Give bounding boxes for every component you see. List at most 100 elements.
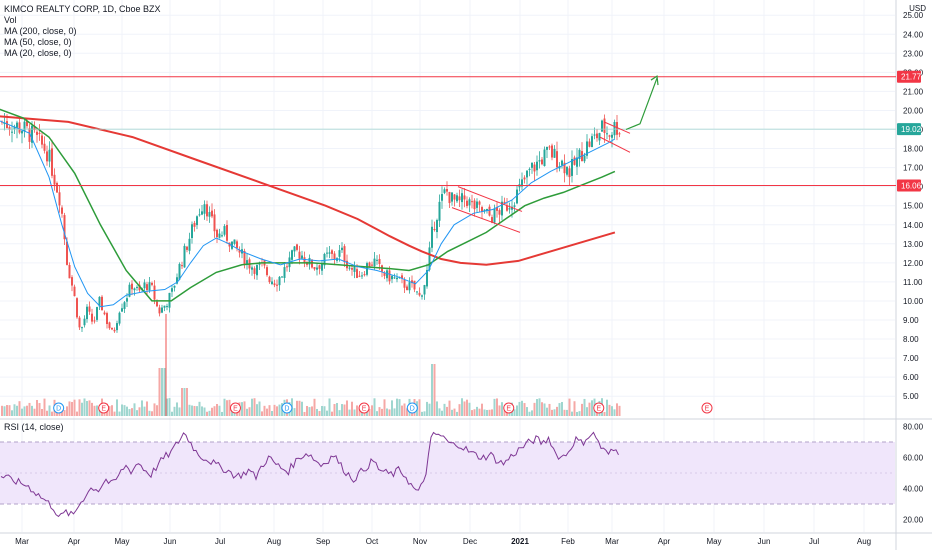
candle-body [496, 207, 498, 211]
candle-body [328, 252, 331, 254]
candle-body [58, 192, 61, 206]
volume-bar [191, 405, 193, 416]
volume-bar [143, 406, 146, 416]
candle-body [76, 298, 78, 318]
candle-body [193, 222, 196, 227]
volume-bar [63, 410, 66, 416]
candle-body [83, 318, 86, 326]
volume-bar [356, 405, 358, 416]
legend-ma200[interactable]: MA (200, close, 0) [4, 26, 77, 36]
currency-label[interactable]: USD [909, 4, 926, 13]
candle-body [183, 245, 186, 268]
volume-bar [151, 411, 153, 416]
volume-bar [351, 401, 353, 416]
event-marker-3 [281, 402, 293, 414]
legend-ma20[interactable]: MA (20, close, 0) [4, 48, 72, 58]
time-axis[interactable]: Mar Apr May Jun Jul Aug Sep Oct Nov Dec 2021 Feb Mar… [15, 537, 871, 546]
legend-ma50[interactable]: MA (50, close, 0) [4, 37, 72, 47]
candle-body [43, 143, 46, 151]
volume-bar [418, 399, 421, 416]
candle-body [218, 233, 221, 238]
rsi-legend[interactable]: RSI (14, close) [4, 422, 64, 432]
candle-body [441, 194, 443, 201]
event-label-4: E [362, 406, 367, 413]
candle-body [246, 260, 248, 264]
legend-vol[interactable]: Vol [4, 15, 17, 25]
candle-body [211, 210, 213, 217]
volume-bar [273, 404, 276, 416]
volume-bar [528, 411, 531, 416]
symbol-title[interactable]: KIMCO REALTY CORP, 1D, Cboe BZX [4, 4, 161, 14]
candle-body [276, 284, 278, 286]
candle-body [538, 160, 541, 162]
candle-body [533, 164, 536, 172]
volume-bar [316, 408, 318, 416]
candle-body [278, 276, 281, 286]
candle-body [563, 162, 566, 174]
volume-bar [251, 398, 253, 416]
drawings[interactable] [451, 75, 659, 233]
volume-bar [578, 411, 581, 416]
candle-body [316, 267, 318, 270]
candle-body [66, 241, 68, 265]
candle-body [546, 146, 548, 150]
price-tick-20: 5.00 [903, 392, 919, 401]
volume-bar [221, 411, 223, 416]
volume-bars [1, 364, 621, 416]
volume-bar [376, 411, 378, 416]
time-tick-7: Oct [366, 537, 379, 546]
candle-body [446, 189, 448, 192]
volume-bar [298, 400, 301, 416]
volume-bar [131, 408, 133, 416]
price-axis[interactable]: 25.0024.0023.0022.0021.0020.0019.0018.00… [897, 11, 924, 401]
time-tick-1: Apr [68, 537, 81, 546]
volume-bar [536, 399, 538, 416]
volume-bar [193, 405, 196, 416]
candle-body [361, 275, 363, 277]
volume-bar [8, 405, 11, 416]
candle-body [588, 141, 591, 147]
volume-bar [326, 410, 328, 416]
candle-body [16, 122, 18, 128]
candle-body [161, 307, 163, 313]
candle-body [226, 224, 228, 241]
event-label-5: D [410, 406, 415, 413]
volume-bar [448, 400, 451, 416]
time-tick-13: Apr [658, 537, 671, 546]
volume-bar [113, 411, 116, 416]
volume-bar [458, 404, 461, 416]
candle-body [528, 168, 531, 170]
volume-bar [261, 411, 263, 416]
rsi-axis[interactable]: 80.00 60.00 40.00 20.00 [903, 423, 924, 525]
candle-body [393, 277, 396, 279]
time-tick-17: Aug [857, 537, 871, 546]
candle-body [81, 327, 83, 329]
volume-bar [388, 409, 391, 416]
volume-bar [271, 411, 273, 416]
rsi-tick-0: 80.00 [903, 423, 924, 432]
candle-body [613, 121, 616, 136]
volume-bar [93, 405, 96, 416]
volume-bar [161, 368, 163, 416]
horizontal-levels[interactable] [0, 76, 896, 187]
volume-bar [126, 406, 128, 416]
volume-bar [68, 401, 71, 416]
volume-bar [398, 399, 401, 416]
volume-bar [278, 404, 281, 416]
candle-body [523, 177, 526, 180]
candle-body [498, 210, 501, 215]
volume-bar [228, 399, 231, 416]
volume-bar [573, 401, 576, 416]
volume-bar [571, 411, 573, 416]
candle-body [96, 307, 98, 320]
volume-bar [203, 407, 206, 416]
volume-bar [171, 411, 173, 416]
volume-bar [558, 403, 561, 416]
event-label-6: E [506, 406, 511, 413]
volume-bar [91, 402, 93, 416]
ma20-line [0, 120, 616, 308]
volume-bar [618, 405, 621, 416]
candle-body [616, 122, 618, 135]
